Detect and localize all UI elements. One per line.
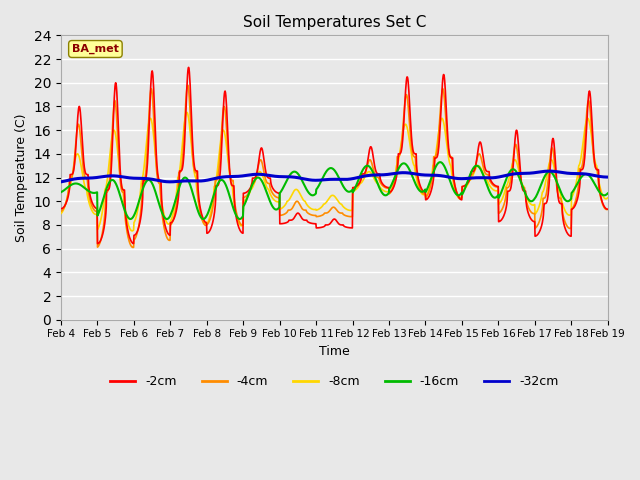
Legend: -2cm, -4cm, -8cm, -16cm, -32cm: -2cm, -4cm, -8cm, -16cm, -32cm — [105, 370, 563, 393]
Title: Soil Temperatures Set C: Soil Temperatures Set C — [243, 15, 426, 30]
Text: BA_met: BA_met — [72, 44, 119, 54]
Y-axis label: Soil Temperature (C): Soil Temperature (C) — [15, 113, 28, 242]
X-axis label: Time: Time — [319, 345, 349, 358]
